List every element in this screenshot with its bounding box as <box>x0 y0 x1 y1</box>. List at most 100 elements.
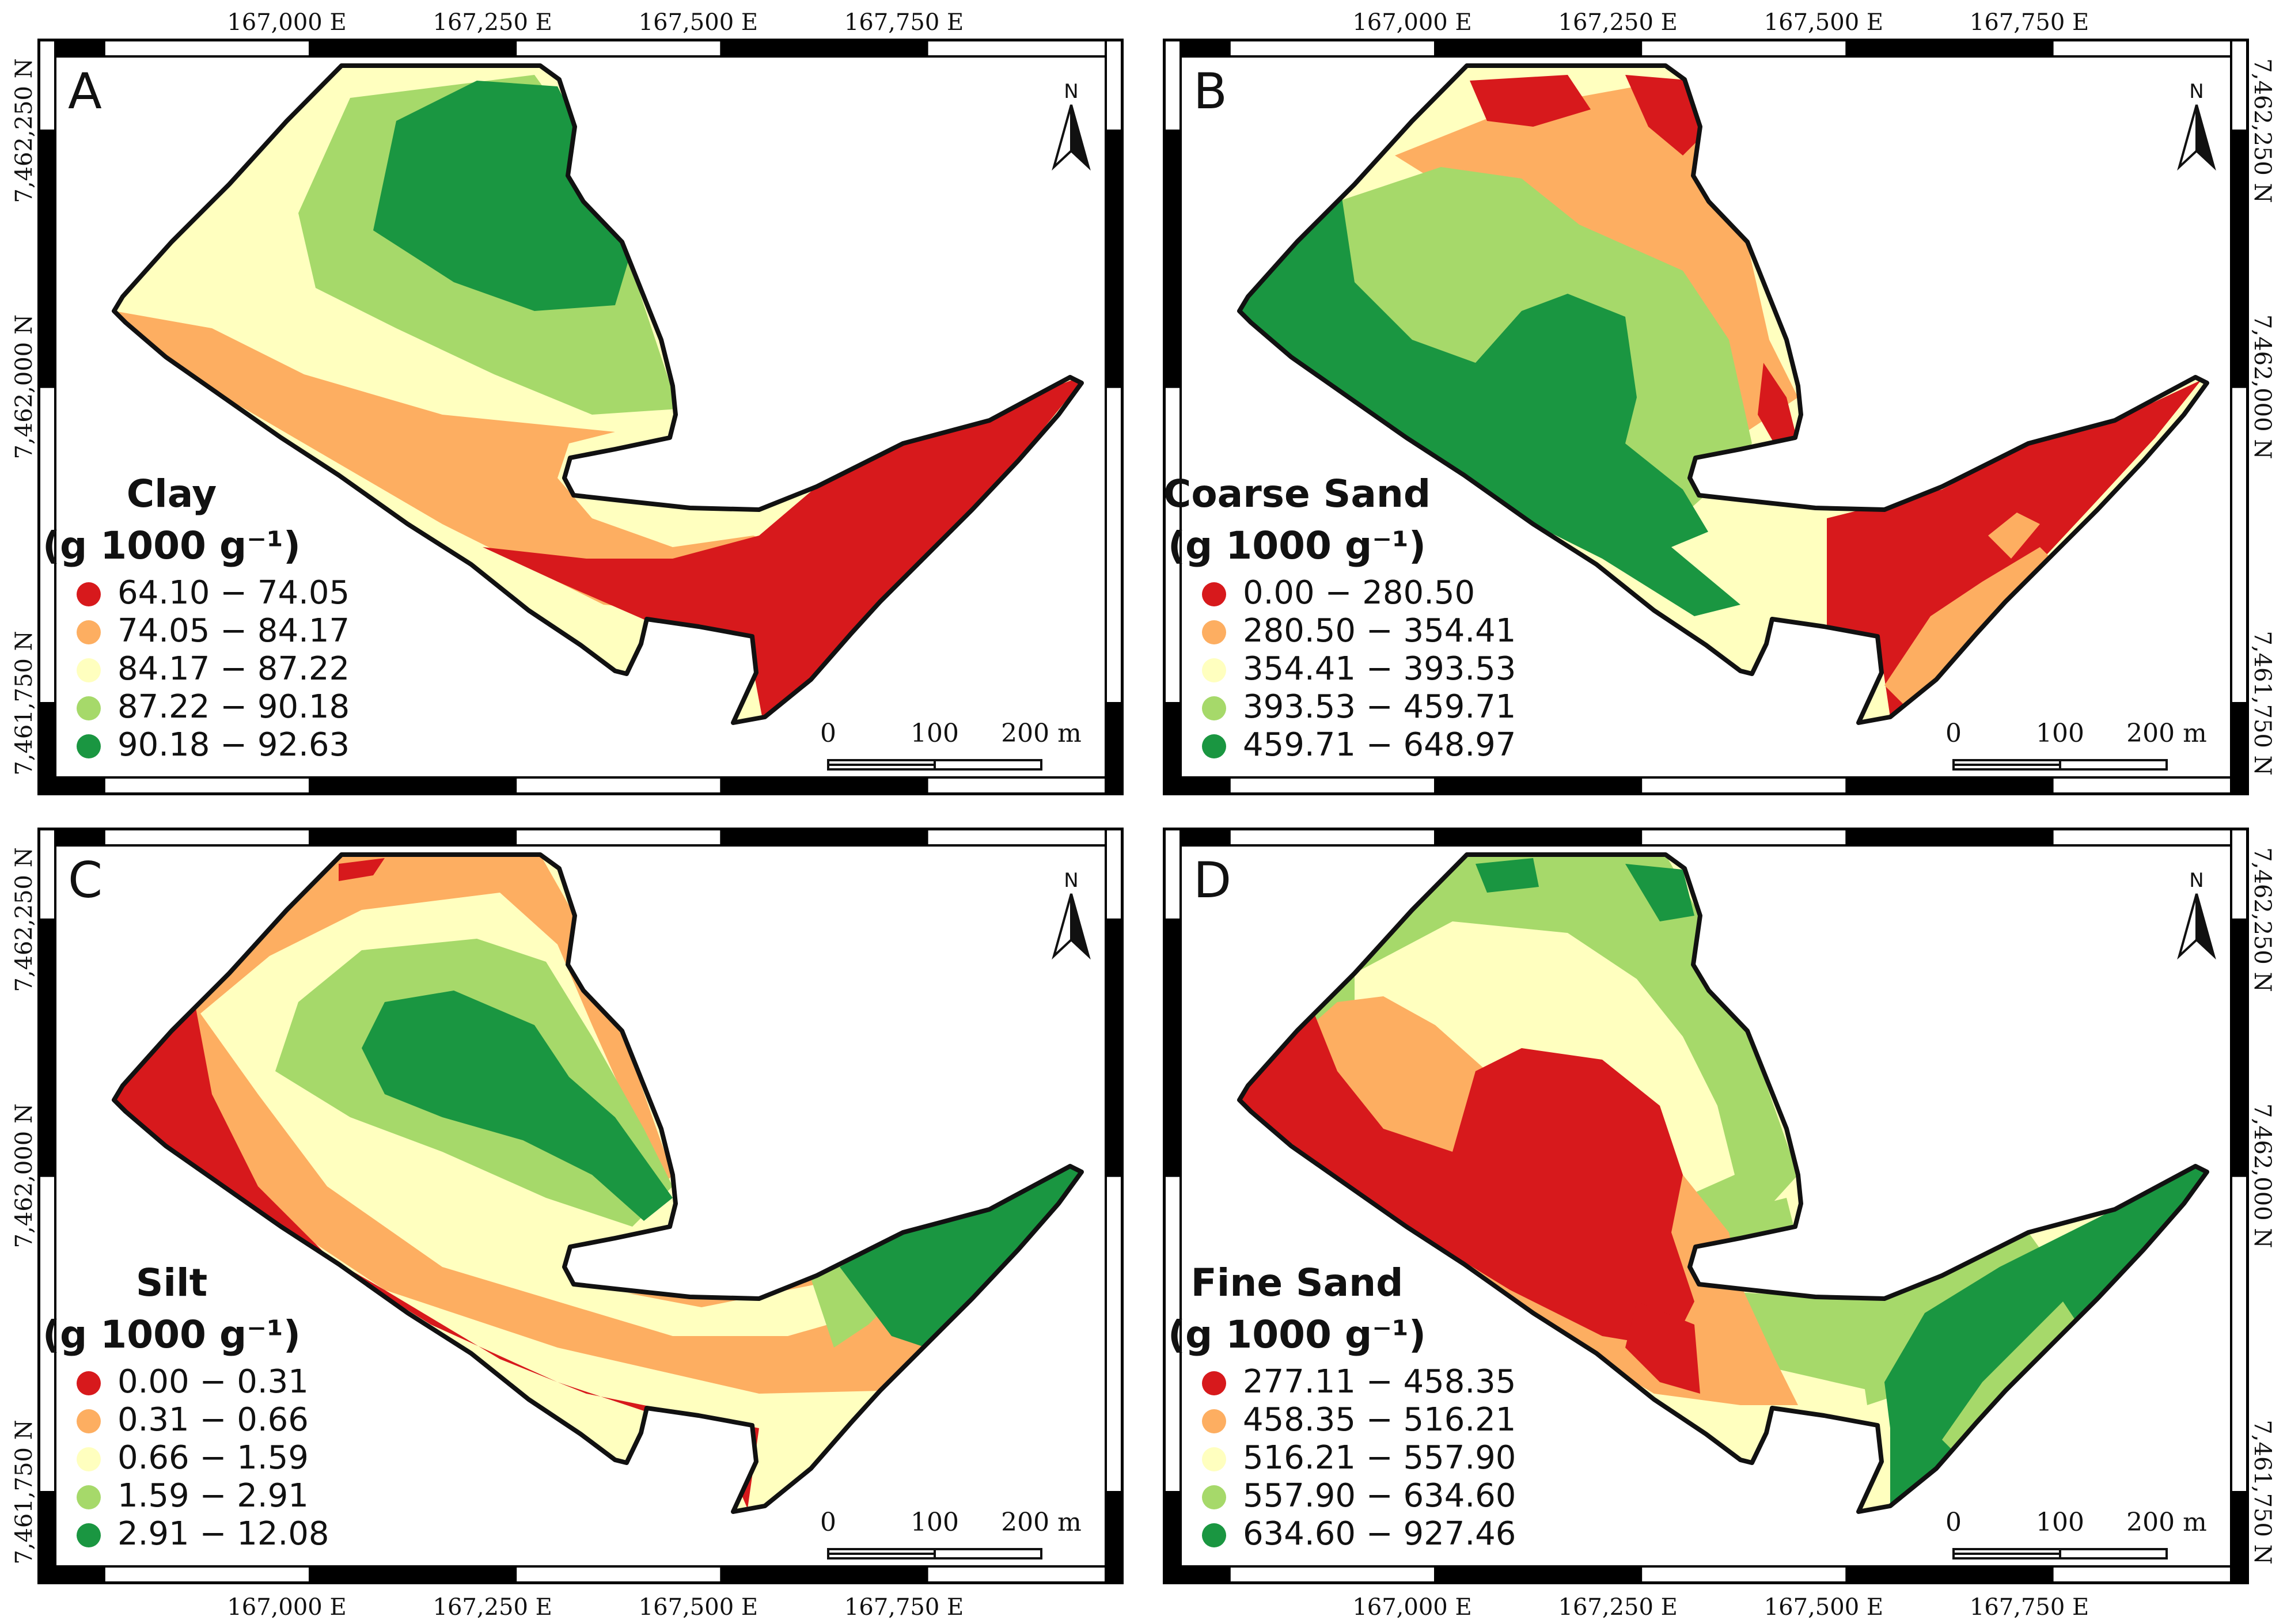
northing-label: 7,461,750 N <box>11 631 37 775</box>
legend-title: Coarse Sand <box>1163 472 1431 516</box>
inner-neatline <box>1179 55 2232 779</box>
graticule-tick-bottom <box>309 776 517 795</box>
legend-swatch <box>77 734 101 758</box>
class-region <box>1625 864 1694 921</box>
graticule-tick-top <box>1434 39 1643 58</box>
graticule-tick-bottom <box>720 776 928 795</box>
class-region <box>1988 513 2040 559</box>
graticule-tick-top <box>926 828 1123 847</box>
legend-label: 64.10 − 74.05 <box>117 574 350 612</box>
graticule-tick-right <box>2230 918 2248 1177</box>
class-region <box>1856 1307 1931 1405</box>
field-boundary <box>1237 63 2209 725</box>
northing-label: 7,461,750 N <box>11 1420 37 1564</box>
graticule-tick-left <box>38 918 56 1177</box>
graticule-tick-bottom <box>926 1565 1123 1584</box>
graticule-tick-top <box>1228 828 1437 847</box>
inner-neatline <box>54 844 1107 1568</box>
graticule-tick-right <box>2230 1491 2248 1584</box>
legend-label: 87.22 − 90.18 <box>117 688 350 726</box>
class-region <box>1476 858 1539 893</box>
graticule-tick-right <box>2230 129 2248 388</box>
graticule-tick-top <box>514 828 723 847</box>
northing-label: 7,462,000 N <box>2249 314 2275 459</box>
legend-swatch <box>77 620 101 644</box>
map-panel-d: D N Fine Sand (g 1000 g⁻¹) 277.11 − 458.3545… <box>1163 828 2275 1621</box>
panel-letter: A <box>68 63 102 120</box>
legend-swatch <box>77 1447 101 1471</box>
graticule-tick-left <box>1163 1174 1182 1494</box>
graticule-tick-bottom <box>1228 776 1437 795</box>
graticule-tick-right <box>2230 828 2248 921</box>
panel-letter: D <box>1193 852 1231 909</box>
easting-label: 167,250 E <box>433 1594 552 1621</box>
graticule-tick-bottom <box>1434 776 1643 795</box>
easting-label: 167,500 E <box>639 9 758 36</box>
graticule-tick-left <box>38 702 56 795</box>
northing-label: 7,462,250 N <box>2249 847 2275 992</box>
class-region <box>339 858 385 881</box>
field-boundary <box>112 852 1084 1514</box>
legend-swatch <box>77 1371 101 1395</box>
graticule-tick-top <box>2051 828 2249 847</box>
scale-bar-label: 200 m <box>1001 1508 1082 1537</box>
class-region <box>1758 363 1798 455</box>
scale-bar-label: 100 <box>911 1508 959 1537</box>
legend-swatch <box>1202 734 1226 758</box>
northing-label: 7,461,750 N <box>2249 1420 2275 1564</box>
graticule-tick-left <box>1163 828 1182 921</box>
easting-label: 167,000 E <box>227 1594 346 1621</box>
northing-label: 7,462,000 N <box>11 314 37 459</box>
north-arrow-icon <box>2195 893 2216 960</box>
graticule-tick-right <box>1105 702 1123 795</box>
graticule-tick-bottom <box>1640 1565 1848 1584</box>
graticule-tick-bottom <box>2051 776 2249 795</box>
northing-label: 7,462,000 N <box>2249 1103 2275 1248</box>
legend-swatch <box>77 696 101 720</box>
graticule-tick-left <box>1163 129 1182 388</box>
scale-bar <box>934 1548 1042 1560</box>
legend-label: 557.90 − 634.60 <box>1243 1477 1516 1515</box>
class-region <box>362 991 673 1221</box>
easting-label: 167,750 E <box>1970 9 2089 36</box>
scale-bar-label: 100 <box>2036 719 2084 748</box>
graticule-tick-top <box>103 39 312 58</box>
graticule-tick-bottom <box>2051 1565 2249 1584</box>
scale-bar-label: 100 <box>2036 1508 2084 1537</box>
legend-label: 280.50 − 354.41 <box>1243 612 1516 650</box>
graticule-tick-left <box>38 129 56 388</box>
legend-label: 84.17 − 87.22 <box>117 650 350 688</box>
class-region <box>1470 75 1591 127</box>
scale-bar-label: 100 <box>911 719 959 748</box>
graticule-tick-bottom <box>1640 776 1848 795</box>
north-arrow-label: N <box>1064 80 1078 103</box>
graticule-tick-top <box>103 828 312 847</box>
legend-swatch <box>77 658 101 682</box>
north-arrow-label: N <box>2189 869 2203 892</box>
legend-unit: (g 1000 g⁻¹) <box>43 523 301 568</box>
legend-label: 393.53 − 459.71 <box>1243 688 1516 726</box>
inner-neatline <box>54 55 1107 779</box>
graticule-tick-bottom <box>103 776 312 795</box>
graticule-tick-top <box>1845 39 2054 58</box>
map-panel-c: C N Silt (g 1000 g⁻¹) 0.00 − 0.310.31 − 0.66… <box>11 828 1124 1621</box>
north-arrow-icon <box>1070 893 1091 960</box>
north-arrow-label: N <box>1064 869 1078 892</box>
graticule-tick-right <box>2230 702 2248 795</box>
graticule-tick-left <box>38 1491 56 1584</box>
legend-title: Clay <box>127 472 217 516</box>
graticule-tick-bottom <box>720 1565 928 1584</box>
graticule-tick-top <box>720 828 928 847</box>
graticule-tick-right <box>1105 129 1123 388</box>
legend-swatch <box>1202 696 1226 720</box>
scale-bar-label: 200 m <box>1001 719 1082 748</box>
northing-label: 7,462,000 N <box>11 1103 37 1248</box>
legend-title: Silt <box>136 1261 207 1305</box>
legend-swatch <box>77 1409 101 1433</box>
legend-label: 0.00 − 0.31 <box>117 1363 309 1401</box>
easting-label: 167,250 E <box>1558 9 1678 36</box>
easting-label: 167,750 E <box>844 9 964 36</box>
legend-label: 0.66 − 1.59 <box>117 1439 309 1477</box>
legend-swatch <box>77 1523 101 1547</box>
